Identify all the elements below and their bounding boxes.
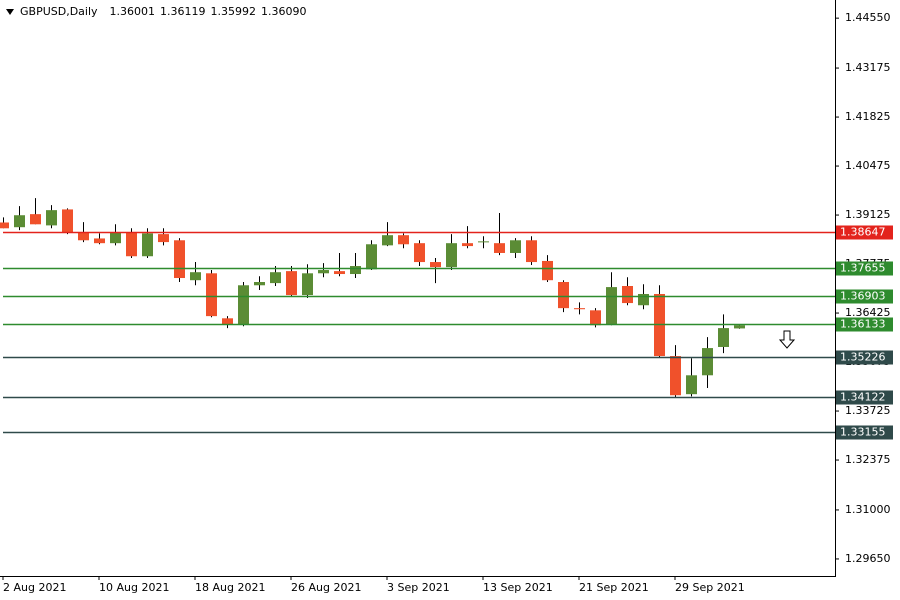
x-tick-label: 10 Aug 2021	[99, 581, 169, 594]
y-tick-label: 1.41825	[845, 110, 891, 123]
candle-body	[62, 209, 73, 233]
x-tick-label: 21 Sep 2021	[579, 581, 649, 594]
y-tick-label: 1.33725	[845, 404, 891, 417]
candle-body	[606, 287, 617, 325]
candle-body	[558, 282, 569, 309]
level-label: 1.35226	[840, 351, 886, 364]
level-label: 1.37655	[840, 262, 886, 275]
candle-body	[686, 375, 697, 395]
candle-body	[286, 271, 297, 296]
x-tick-label: 18 Aug 2021	[195, 581, 265, 594]
candle-body	[622, 286, 633, 304]
candle-body	[30, 214, 41, 225]
level-label: 1.36133	[840, 318, 886, 331]
candle-body	[638, 293, 649, 306]
y-tick-label: 1.39125	[845, 208, 891, 221]
candle-body	[398, 235, 409, 245]
candle-body	[78, 232, 89, 241]
header: GBPUSD,Daily 1.36001 1.36119 1.35992 1.36090	[20, 5, 307, 18]
candle-body	[222, 318, 233, 325]
candle-body	[126, 232, 137, 257]
open-label: 1.36001	[110, 5, 156, 18]
candle-body	[430, 262, 441, 268]
candle-body	[302, 273, 313, 296]
candle-body	[270, 272, 281, 284]
candle-body	[734, 325, 745, 329]
y-tick-label: 1.40475	[845, 159, 891, 172]
candle-body	[382, 235, 393, 246]
candle-body	[462, 243, 473, 247]
candle-body	[110, 232, 121, 244]
y-tick-label: 1.31000	[845, 503, 891, 516]
candle-body	[0, 222, 9, 229]
candle-body	[350, 266, 361, 275]
level-label-box	[836, 289, 893, 304]
level-label: 1.34122	[840, 391, 886, 404]
level-label-box	[836, 350, 893, 365]
candle-body	[526, 240, 537, 263]
candle-body	[318, 270, 329, 274]
y-tick-label: 1.36425	[845, 306, 891, 319]
candle-body	[366, 244, 377, 270]
high-label: 1.36119	[160, 5, 206, 18]
low-label: 1.35992	[211, 5, 257, 18]
candle-body	[174, 240, 185, 279]
level-label-box	[836, 390, 893, 405]
candle-body	[718, 328, 729, 347]
candle-body	[510, 240, 521, 253]
candle-body	[446, 243, 457, 268]
candle-body	[494, 243, 505, 253]
x-tick-label: 3 Sep 2021	[387, 581, 450, 594]
level-label: 1.33155	[840, 426, 886, 439]
level-label: 1.36903	[840, 290, 886, 303]
x-tick-label: 2 Aug 2021	[3, 581, 66, 594]
y-tick-label: 1.32375	[845, 453, 891, 466]
close-label: 1.36090	[261, 5, 307, 18]
candle-body	[334, 271, 345, 275]
candle-body	[94, 238, 105, 244]
candle-body	[206, 273, 217, 317]
candle-body	[478, 241, 489, 243]
candle-body	[14, 215, 25, 228]
x-tick-label: 29 Sep 2021	[675, 581, 745, 594]
x-tick-label: 13 Sep 2021	[483, 581, 553, 594]
sell-arrow	[778, 330, 796, 349]
candle-body	[590, 310, 601, 326]
y-tick-label: 1.44550	[845, 11, 891, 24]
candle-body	[414, 243, 425, 263]
candle-body	[142, 233, 153, 257]
candle-body	[46, 210, 57, 226]
symbol: GBPUSD,Daily	[20, 5, 98, 18]
level-label: 1.38647	[840, 226, 886, 239]
level-label-box	[836, 317, 893, 332]
y-tick-label: 1.29650	[845, 552, 891, 565]
candle-body	[542, 260, 553, 281]
level-label-box	[836, 425, 893, 440]
candle-body	[190, 272, 201, 281]
candle-body	[574, 308, 585, 310]
level-label-box	[836, 225, 893, 240]
y-tick-label: 1.43175	[845, 61, 891, 74]
candle-body	[158, 234, 169, 243]
level-label-box	[836, 261, 893, 276]
candle-body	[702, 348, 713, 376]
x-tick-label: 26 Aug 2021	[291, 581, 361, 594]
candle-body	[670, 356, 681, 396]
candle-body	[254, 282, 265, 286]
header-triangle	[6, 9, 14, 15]
candle-body	[238, 285, 249, 325]
